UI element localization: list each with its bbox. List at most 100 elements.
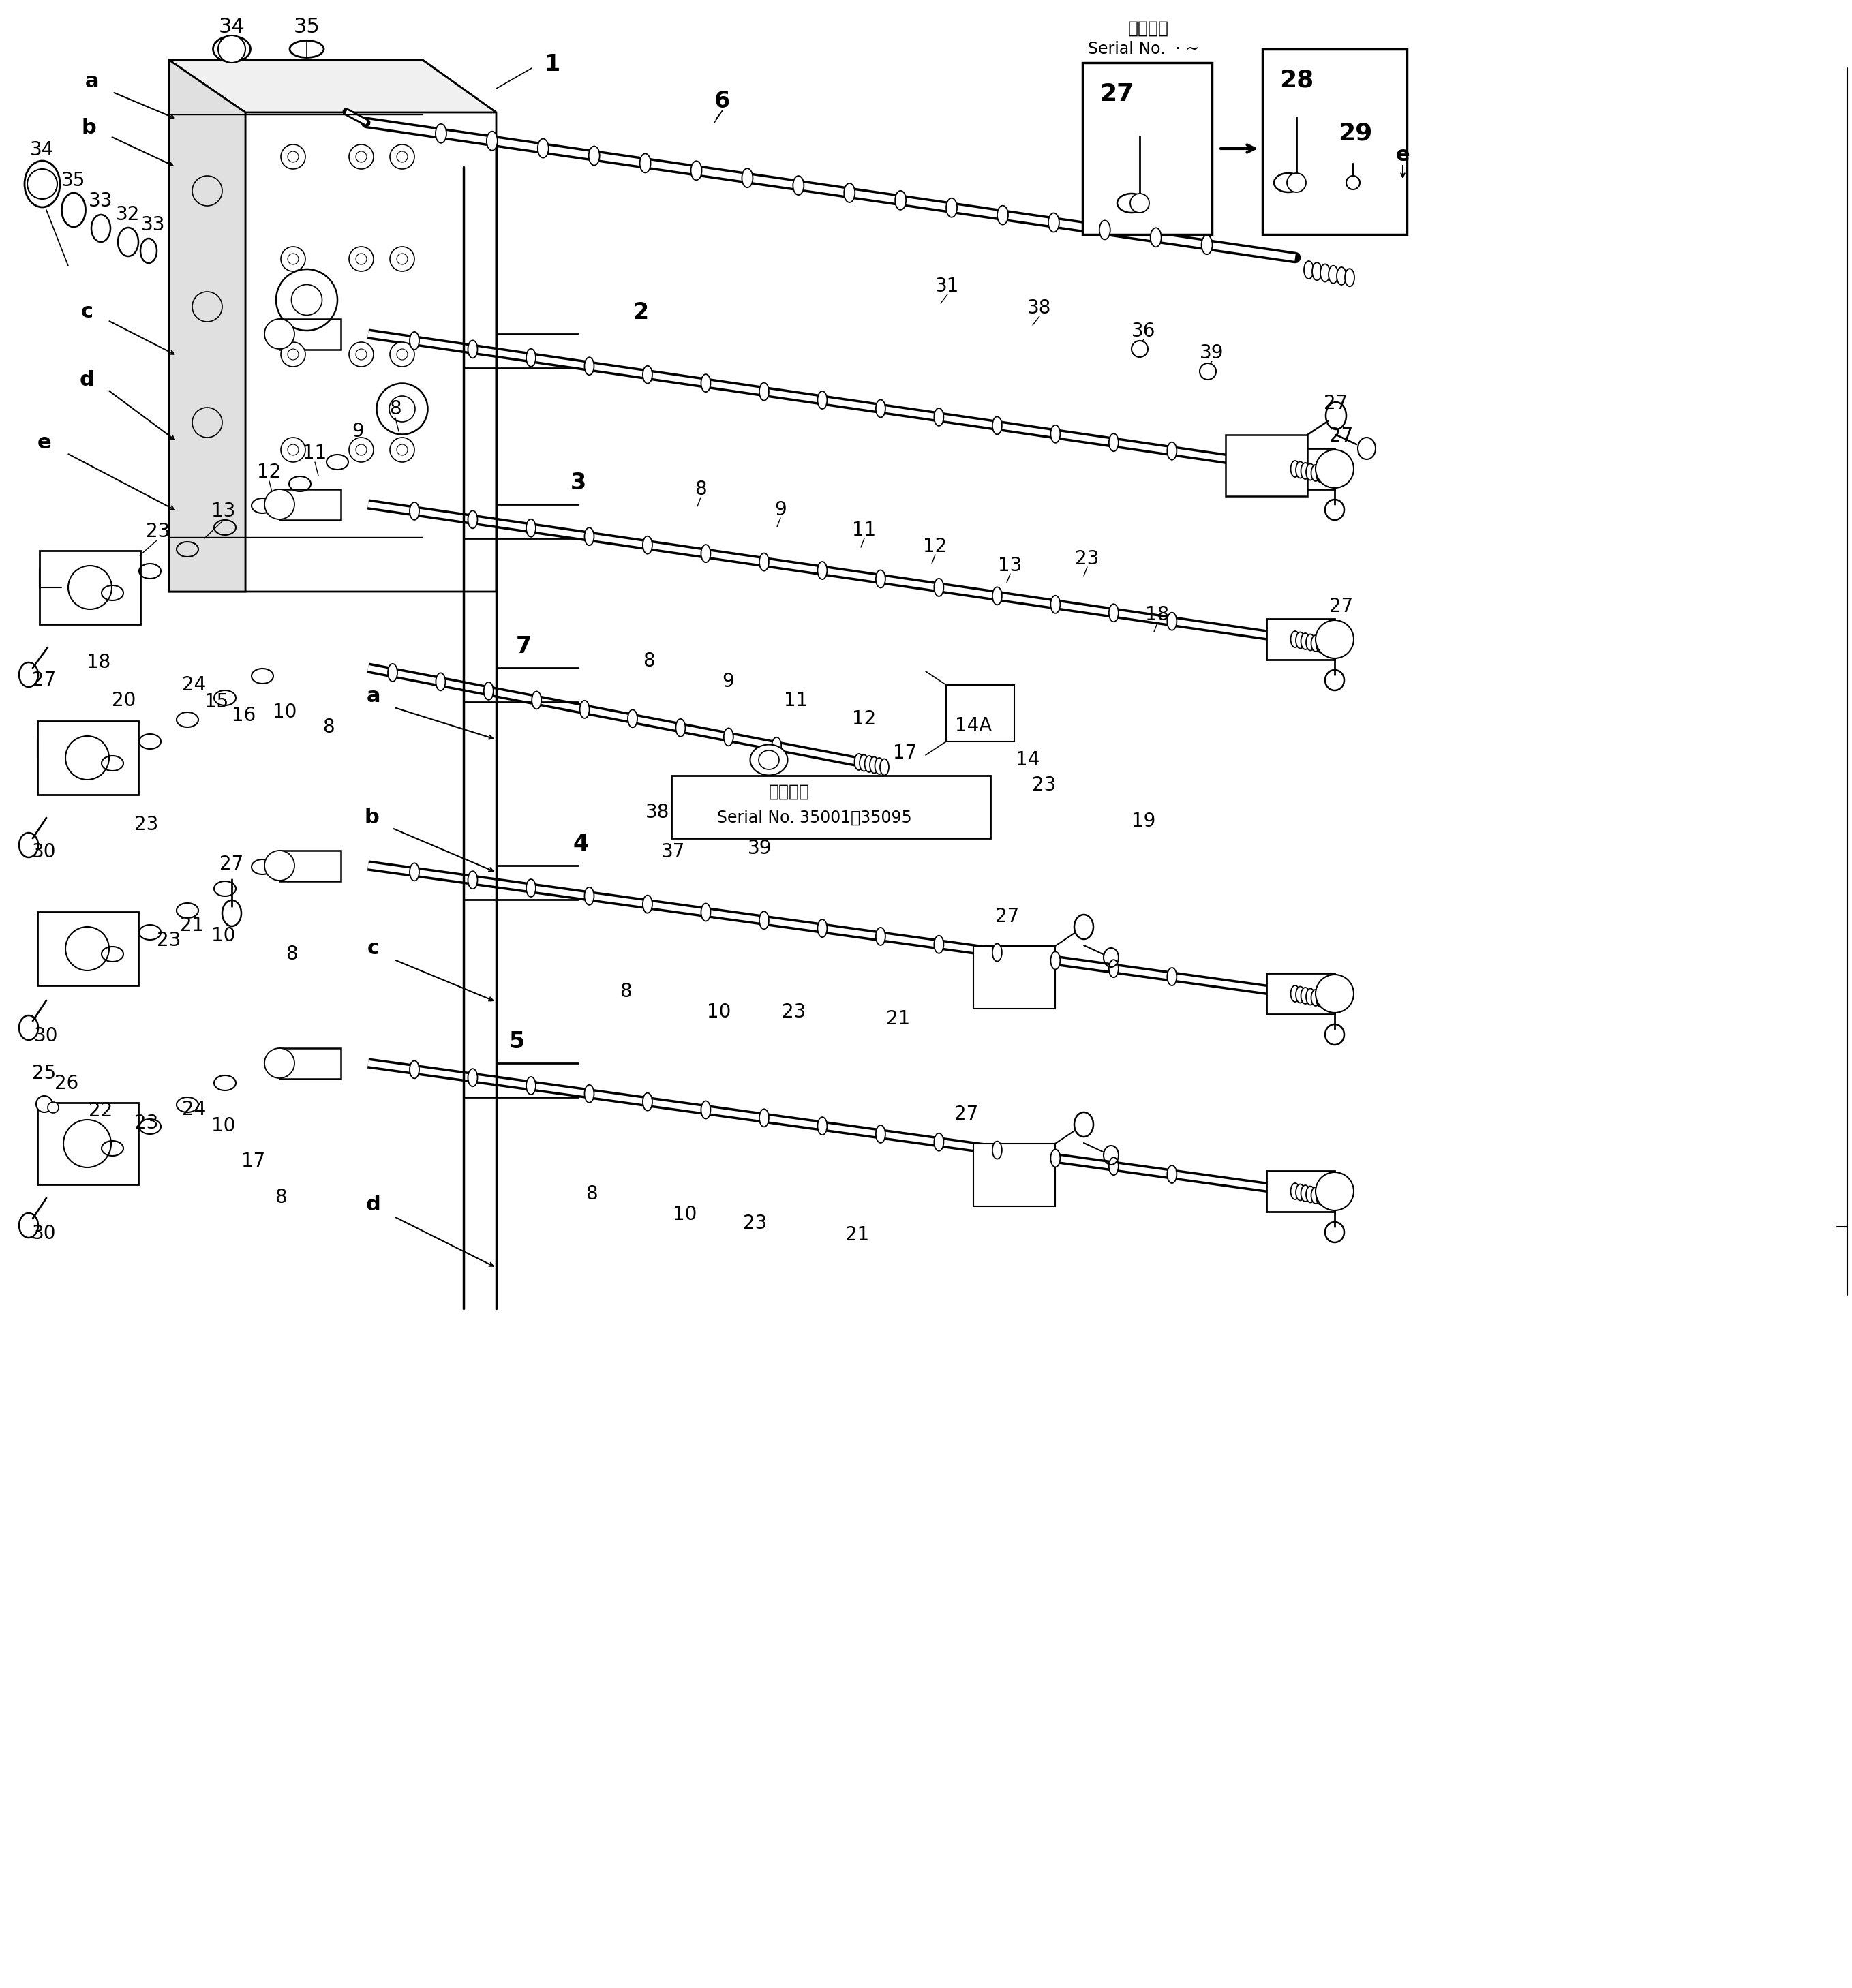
Circle shape <box>265 851 294 881</box>
Polygon shape <box>974 946 1056 1008</box>
Text: 23: 23 <box>1032 775 1056 795</box>
Ellipse shape <box>1048 213 1059 233</box>
Circle shape <box>287 254 298 264</box>
Ellipse shape <box>1291 986 1300 1002</box>
Bar <box>39 551 141 624</box>
Circle shape <box>1346 175 1359 189</box>
Bar <box>672 775 991 839</box>
Ellipse shape <box>876 1125 885 1143</box>
Text: 6: 6 <box>715 89 730 111</box>
Text: 38: 38 <box>646 803 670 821</box>
Text: 27: 27 <box>1330 596 1354 616</box>
Ellipse shape <box>1050 1149 1059 1167</box>
Ellipse shape <box>628 710 637 728</box>
Text: c: c <box>81 302 93 322</box>
Text: 33: 33 <box>141 215 165 235</box>
Text: 35: 35 <box>293 18 320 38</box>
Text: 23: 23 <box>1076 549 1100 569</box>
Ellipse shape <box>639 153 650 173</box>
Circle shape <box>1287 173 1306 193</box>
Text: 28: 28 <box>1280 70 1313 91</box>
Text: 2: 2 <box>633 300 648 324</box>
Ellipse shape <box>1109 960 1119 978</box>
Ellipse shape <box>1109 604 1119 622</box>
Ellipse shape <box>895 191 906 211</box>
Ellipse shape <box>537 139 548 157</box>
Ellipse shape <box>643 366 652 384</box>
Text: b: b <box>81 117 96 137</box>
Circle shape <box>37 1095 52 1111</box>
Circle shape <box>391 145 415 169</box>
Bar <box>280 489 341 521</box>
Ellipse shape <box>1291 1183 1300 1199</box>
Text: 27: 27 <box>954 1105 978 1123</box>
Bar <box>37 912 139 986</box>
Ellipse shape <box>993 944 1002 962</box>
Text: 39: 39 <box>748 839 772 859</box>
Ellipse shape <box>724 728 733 746</box>
Circle shape <box>356 254 367 264</box>
Text: 23: 23 <box>157 930 181 950</box>
Ellipse shape <box>1167 968 1176 986</box>
Text: 10: 10 <box>707 1002 732 1022</box>
Text: 15: 15 <box>206 692 230 712</box>
Ellipse shape <box>933 1133 945 1151</box>
Ellipse shape <box>1306 463 1315 481</box>
Text: 38: 38 <box>1028 298 1052 318</box>
Text: 10: 10 <box>272 702 296 722</box>
Ellipse shape <box>854 753 863 769</box>
Circle shape <box>1315 974 1354 1012</box>
Ellipse shape <box>874 757 883 773</box>
Text: 11: 11 <box>852 521 876 541</box>
Circle shape <box>287 445 298 455</box>
Bar <box>1267 974 1335 1014</box>
Text: 29: 29 <box>1337 121 1372 145</box>
Ellipse shape <box>759 1109 769 1127</box>
Text: 8: 8 <box>643 652 656 670</box>
Text: 17: 17 <box>241 1151 265 1171</box>
Ellipse shape <box>1296 986 1304 1002</box>
Ellipse shape <box>1300 988 1309 1004</box>
Ellipse shape <box>1150 229 1161 247</box>
Circle shape <box>348 437 374 461</box>
Text: 11: 11 <box>783 692 807 710</box>
Text: 34: 34 <box>30 141 54 159</box>
Text: 7: 7 <box>515 634 532 658</box>
Text: 21: 21 <box>846 1225 869 1244</box>
Ellipse shape <box>1328 266 1337 284</box>
Text: d: d <box>367 1195 382 1215</box>
Ellipse shape <box>1311 465 1320 481</box>
Text: Serial No. 35001～35095: Serial No. 35001～35095 <box>717 809 911 825</box>
Text: b: b <box>365 807 380 827</box>
Ellipse shape <box>585 1085 594 1103</box>
Circle shape <box>63 1119 111 1167</box>
Text: 8: 8 <box>389 400 402 417</box>
Bar <box>1267 449 1335 489</box>
Ellipse shape <box>876 928 885 944</box>
Ellipse shape <box>933 936 945 954</box>
Circle shape <box>1200 364 1217 380</box>
Bar <box>280 851 341 881</box>
Ellipse shape <box>870 757 878 773</box>
Circle shape <box>1315 449 1354 487</box>
Ellipse shape <box>526 348 535 366</box>
Ellipse shape <box>1320 264 1330 282</box>
Text: 26: 26 <box>56 1074 80 1093</box>
Ellipse shape <box>387 664 398 682</box>
Ellipse shape <box>876 400 885 417</box>
Text: 17: 17 <box>893 744 917 763</box>
Text: 13: 13 <box>998 557 1022 575</box>
Ellipse shape <box>702 1101 711 1119</box>
Ellipse shape <box>933 408 945 425</box>
Text: 24: 24 <box>181 676 206 694</box>
Circle shape <box>265 1048 294 1077</box>
Circle shape <box>396 254 407 264</box>
Circle shape <box>193 175 222 207</box>
Text: 23: 23 <box>146 523 170 541</box>
Ellipse shape <box>1167 441 1176 459</box>
Text: 14: 14 <box>1017 749 1041 769</box>
Polygon shape <box>169 60 496 592</box>
Ellipse shape <box>759 553 769 571</box>
Text: 1: 1 <box>544 54 559 76</box>
Ellipse shape <box>1311 636 1320 652</box>
